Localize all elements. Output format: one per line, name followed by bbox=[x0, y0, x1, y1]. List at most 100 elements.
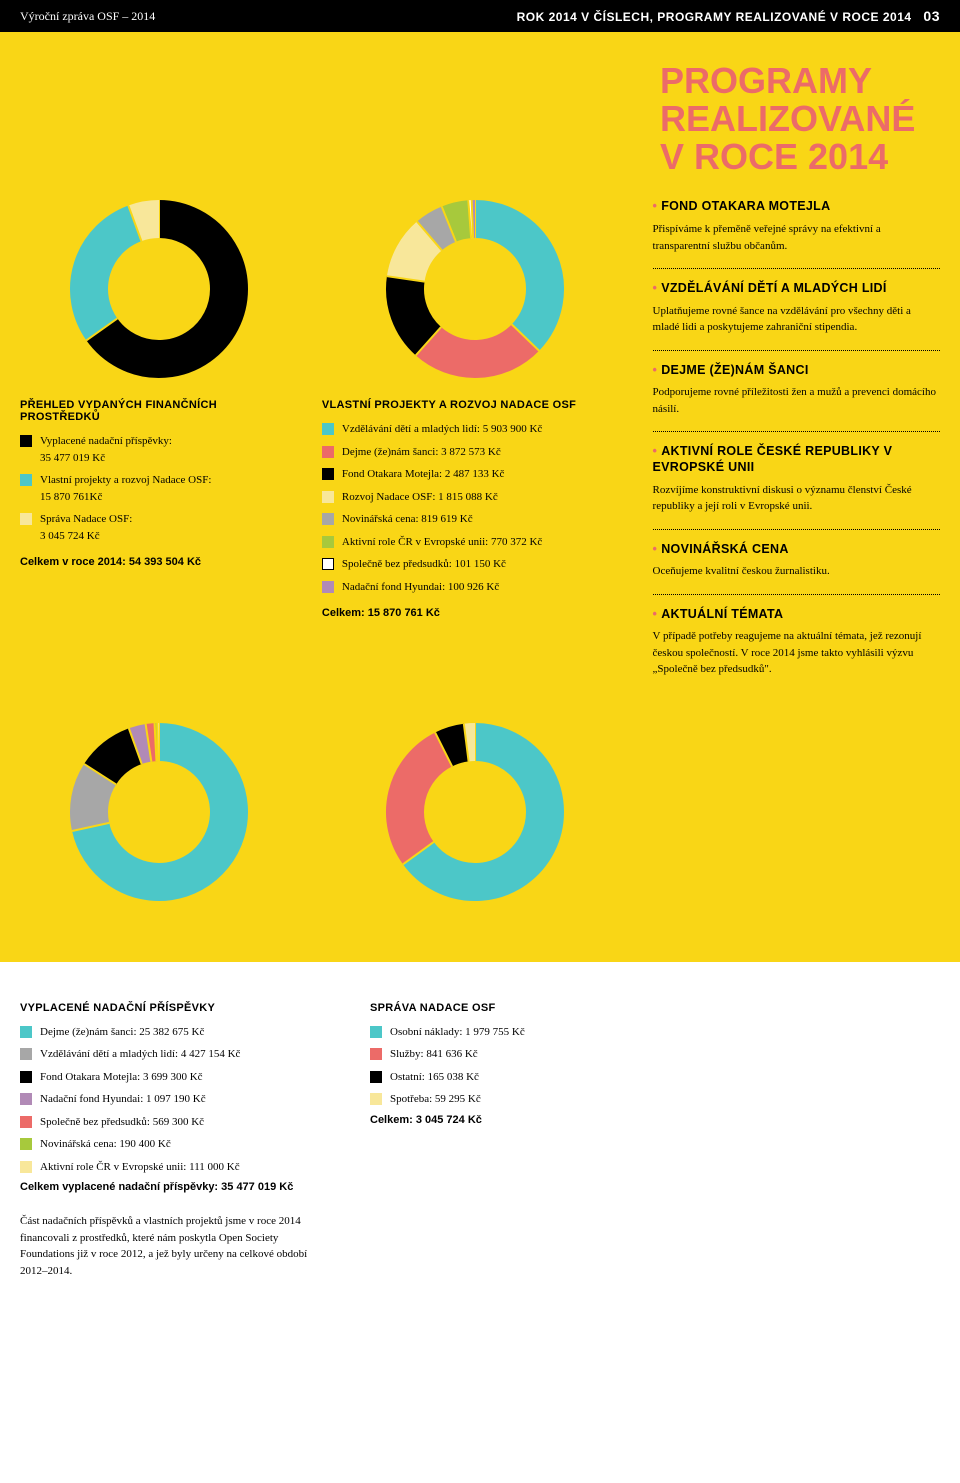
donut-slice bbox=[449, 220, 470, 225]
legend-swatch bbox=[370, 1093, 382, 1105]
legend-item: Spotřeba: 59 295 Kč bbox=[370, 1091, 650, 1108]
dotted-separator bbox=[653, 268, 940, 269]
white-col-right: SPRÁVA NADACE OSF Osobní náklady: 1 979 … bbox=[370, 1002, 650, 1280]
legend-swatch bbox=[322, 423, 334, 435]
legend-item: Aktivní role ČR v Evropské unii: 111 000… bbox=[20, 1159, 330, 1176]
legend-item: Aktivní role ČR v Evropské unii: 770 372… bbox=[322, 534, 629, 551]
legend-item: Vyplacené nadační příspěvky:35 477 019 K… bbox=[20, 433, 298, 466]
legend-swatch bbox=[370, 1048, 382, 1060]
footnote: Část nadačních příspěvků a vlastních pro… bbox=[20, 1213, 310, 1279]
yellow-section: PROGRAMY REALIZOVANÉ V ROCE 2014 PŘEHLED… bbox=[0, 32, 960, 962]
program-title: •DEJME (ŽE)NÁM ŠANCI bbox=[653, 363, 940, 379]
legend-swatch bbox=[20, 435, 32, 447]
col-mid: VLASTNÍ PROJEKTY A ROZVOJ NADACE OSF Vzd… bbox=[322, 199, 629, 691]
program-block: •NOVINÁŘSKÁ CENAOceňujeme kvalitní česko… bbox=[653, 542, 940, 580]
legend-label: Služby: 841 636 Kč bbox=[390, 1046, 478, 1063]
program-block: •AKTUÁLNÍ TÉMATAV případě potřeby reaguj… bbox=[653, 607, 940, 678]
legend-swatch bbox=[322, 491, 334, 503]
legend-item: Nadační fond Hyundai: 1 097 190 Kč bbox=[20, 1091, 330, 1108]
program-title: •NOVINÁŘSKÁ CENA bbox=[653, 542, 940, 558]
legend-swatch bbox=[322, 536, 334, 548]
header-left: Výroční zpráva OSF – 2014 bbox=[20, 9, 155, 24]
legend-label: Vzdělávání dětí a mladých lidí: 5 903 90… bbox=[342, 421, 542, 438]
programs-list: •FOND OTAKARA MOTEJLAPřispíváme k přeměn… bbox=[653, 199, 940, 691]
legend-1-title: PŘEHLED VYDANÝCH FINANČNÍCH PROSTŘEDKŮ bbox=[20, 399, 298, 423]
main-title-l2: REALIZOVANÉ bbox=[660, 100, 940, 138]
legend-label: Novinářská cena: 819 619 Kč bbox=[342, 511, 473, 528]
donut-chart-3 bbox=[69, 722, 249, 902]
donut-slice bbox=[466, 742, 475, 743]
main-title: PROGRAMY REALIZOVANÉ V ROCE 2014 bbox=[660, 62, 940, 175]
donut-slice bbox=[429, 338, 526, 359]
columns-row-1: PŘEHLED VYDANÝCH FINANČNÍCH PROSTŘEDKŮ V… bbox=[20, 199, 940, 691]
col-right: •FOND OTAKARA MOTEJLAPřispíváme k přeměn… bbox=[653, 199, 940, 691]
legend-item: Dejme (že)nám šanci: 25 382 675 Kč bbox=[20, 1024, 330, 1041]
donut-slice bbox=[405, 749, 444, 853]
legend-item: Fond Otakara Motejla: 3 699 300 Kč bbox=[20, 1069, 330, 1086]
donut-chart-2 bbox=[385, 199, 565, 379]
dotted-separator bbox=[653, 350, 940, 351]
donut-slice bbox=[444, 742, 467, 749]
dotted-separator bbox=[653, 529, 940, 530]
legend-item: Společně bez předsudků: 569 300 Kč bbox=[20, 1114, 330, 1131]
main-title-l1: PROGRAMY bbox=[660, 62, 940, 100]
legend-item: Fond Otakara Motejla: 2 487 133 Kč bbox=[322, 466, 629, 483]
legend-swatch bbox=[322, 468, 334, 480]
donut-3-wrap bbox=[20, 722, 298, 902]
program-block: •DEJME (ŽE)NÁM ŠANCIPodporujeme rovné př… bbox=[653, 363, 940, 418]
col-mid-2 bbox=[322, 722, 629, 922]
legend-item: Novinářská cena: 190 400 Kč bbox=[20, 1136, 330, 1153]
header-right-text: ROK 2014 V ČÍSLECH, PROGRAMY REALIZOVANÉ… bbox=[517, 10, 912, 24]
legend-label: Novinářská cena: 190 400 Kč bbox=[40, 1136, 171, 1153]
donut-slice bbox=[89, 224, 135, 330]
white-col-left: VYPLACENÉ NADAČNÍ PŘÍSPĚVKY Dejme (že)ná… bbox=[20, 1002, 330, 1280]
legend-item: Dejme (že)nám šanci: 3 872 573 Kč bbox=[322, 444, 629, 461]
col-left-2 bbox=[20, 722, 298, 922]
legend-swatch bbox=[20, 1093, 32, 1105]
header-right: ROK 2014 V ČÍSLECH, PROGRAMY REALIZOVANÉ… bbox=[517, 8, 940, 24]
legend-label: Nadační fond Hyundai: 1 097 190 Kč bbox=[40, 1091, 206, 1108]
legend-label: Spotřeba: 59 295 Kč bbox=[390, 1091, 481, 1108]
donut-slice bbox=[89, 774, 100, 827]
program-block: •AKTIVNÍ ROLE ČESKÉ REPUBLIKY V EVROPSKÉ… bbox=[653, 444, 940, 514]
col-left: PŘEHLED VYDANÝCH FINANČNÍCH PROSTŘEDKŮ V… bbox=[20, 199, 298, 691]
donut-slice bbox=[135, 219, 159, 223]
donut-slice bbox=[405, 279, 428, 341]
legend-swatch bbox=[322, 513, 334, 525]
legend-item: Společně bez předsudků: 101 150 Kč bbox=[322, 556, 629, 573]
columns-row-2 bbox=[20, 722, 940, 922]
program-desc: Uplatňujeme rovné šance na vzdělávání pr… bbox=[653, 303, 940, 336]
legend-3-total: Celkem vyplacené nadační příspěvky: 35 4… bbox=[20, 1181, 330, 1193]
legend-4-title: SPRÁVA NADACE OSF bbox=[370, 1002, 650, 1014]
legend-label: Osobní náklady: 1 979 755 Kč bbox=[390, 1024, 525, 1041]
program-title: •VZDĚLÁVÁNÍ DĚTÍ A MLADÝCH LIDÍ bbox=[653, 281, 940, 297]
legend-swatch bbox=[20, 1161, 32, 1173]
donut-chart-1 bbox=[69, 199, 249, 379]
legend-item: Vzdělávání dětí a mladých lidí: 5 903 90… bbox=[322, 421, 629, 438]
white-columns: VYPLACENÉ NADAČNÍ PŘÍSPĚVKY Dejme (že)ná… bbox=[20, 1002, 940, 1280]
program-desc: Přispíváme k přeměně veřejné správy na e… bbox=[653, 221, 940, 254]
donut-2-wrap bbox=[322, 199, 629, 379]
legend-1-total: Celkem v roce 2014: 54 393 504 Kč bbox=[20, 556, 298, 568]
legend-item: Vzdělávání dětí a mladých lidí: 4 427 15… bbox=[20, 1046, 330, 1063]
col-right-2 bbox=[653, 722, 940, 922]
legend-label: Ostatní: 165 038 Kč bbox=[390, 1069, 479, 1086]
legend-label: Fond Otakara Motejla: 2 487 133 Kč bbox=[342, 466, 505, 483]
legend-swatch bbox=[322, 558, 334, 570]
legend-swatch bbox=[322, 446, 334, 458]
legend-label: Aktivní role ČR v Evropské unii: 770 372… bbox=[342, 534, 542, 551]
program-title: •AKTUÁLNÍ TÉMATA bbox=[653, 607, 940, 623]
program-block: •VZDĚLÁVÁNÍ DĚTÍ A MLADÝCH LIDÍ Uplatňuje… bbox=[653, 281, 940, 336]
legend-swatch bbox=[370, 1026, 382, 1038]
header-bar: Výroční zpráva OSF – 2014 ROK 2014 V ČÍS… bbox=[0, 0, 960, 32]
donut-slice bbox=[475, 219, 545, 338]
legend-3-items: Dejme (že)nám šanci: 25 382 675 Kč Vzdělá… bbox=[20, 1024, 330, 1176]
legend-item: Osobní náklady: 1 979 755 Kč bbox=[370, 1024, 650, 1041]
legend-item: Rozvoj Nadace OSF: 1 815 088 Kč bbox=[322, 489, 629, 506]
legend-label: Společně bez předsudků: 101 150 Kč bbox=[342, 556, 506, 573]
dotted-separator bbox=[653, 431, 940, 432]
legend-swatch bbox=[20, 1026, 32, 1038]
legend-label: Nadační fond Hyundai: 100 926 Kč bbox=[342, 579, 499, 596]
donut-slice bbox=[406, 236, 430, 279]
page-number: 03 bbox=[923, 8, 940, 24]
